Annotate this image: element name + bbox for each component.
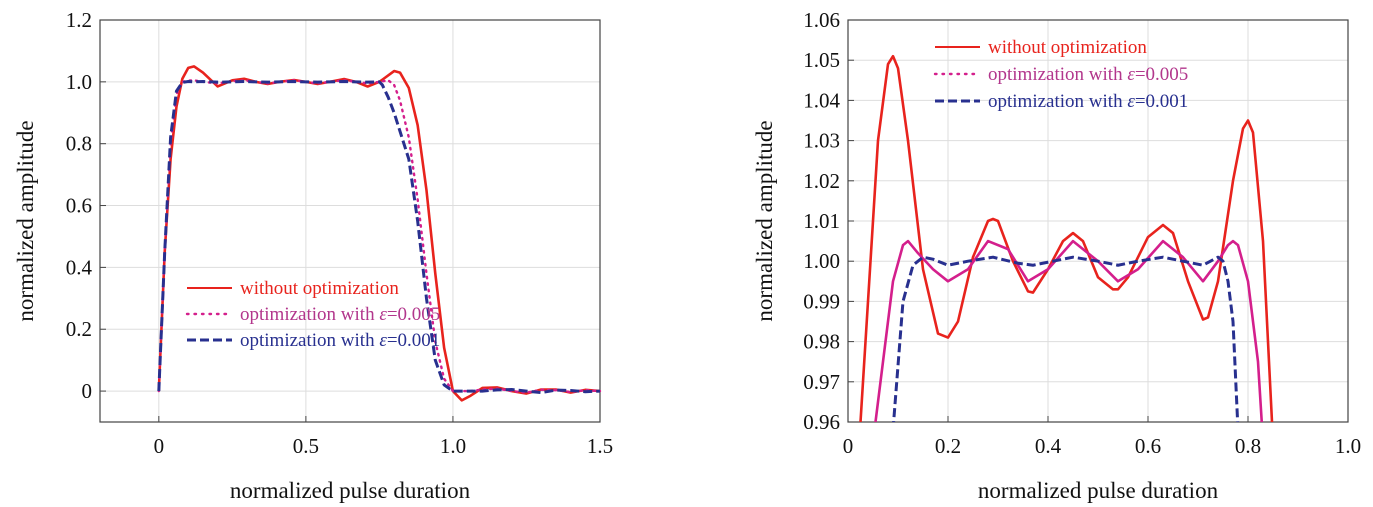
l-y-tick-label: 1.2 bbox=[66, 8, 92, 32]
r-y-tick-label: 1.03 bbox=[803, 129, 840, 153]
l-y-tick-label: 0.6 bbox=[66, 194, 92, 218]
l-y-tick-label: 0.2 bbox=[66, 317, 92, 341]
right-legend-label-without: without optimization bbox=[988, 37, 1147, 58]
left-plot-frame bbox=[99, 19, 601, 423]
l-y-tick-label: 0 bbox=[82, 379, 93, 403]
r-y-tick-label: 1.01 bbox=[803, 209, 840, 233]
left-legend-label-opt001: optimization with ε=0.001 bbox=[240, 330, 440, 351]
r-x-tick-label: 0.8 bbox=[1235, 434, 1261, 458]
l-y-tick-label: 0.4 bbox=[66, 255, 93, 279]
r-x-tick-label: 0.4 bbox=[1035, 434, 1062, 458]
right-legend-label-opt005: optimization with ε=0.005 bbox=[988, 64, 1188, 85]
r-x-tick-label: 1.0 bbox=[1335, 434, 1361, 458]
r-y-tick-label: 1.00 bbox=[803, 249, 840, 273]
r-y-tick-label: 0.98 bbox=[803, 330, 840, 354]
left-y-axis-label: normalized amplitude bbox=[13, 120, 38, 321]
l-x-tick-label: 1.5 bbox=[587, 434, 613, 458]
chart-left: 0 0.5 1.0 1.5 0 0.2 0.4 0.6 0.8 1.0 1.2 normalize… bbox=[13, 8, 613, 503]
r-x-tick-label: 0.6 bbox=[1135, 434, 1161, 458]
l-x-tick-label: 1.0 bbox=[440, 434, 466, 458]
chart-right: 0 0.2 0.4 0.6 0.8 1.0 0.96 0.97 0.98 0.99 1.00 1.0… bbox=[752, 8, 1361, 503]
r-y-tick-label: 1.05 bbox=[803, 48, 840, 72]
left-legend-label-without: without optimization bbox=[240, 278, 399, 299]
right-legend: without optimization optimization with ε… bbox=[933, 37, 1188, 112]
right-x-ticks: 0 0.2 0.4 0.6 0.8 1.0 bbox=[843, 416, 1361, 458]
l-y-tick-label: 1.0 bbox=[66, 70, 92, 94]
r-y-tick-label: 0.97 bbox=[803, 370, 840, 394]
left-series bbox=[157, 65, 602, 402]
right-series bbox=[859, 54, 1274, 422]
r-y-tick-label: 1.04 bbox=[803, 88, 840, 112]
r-y-tick-label: 0.99 bbox=[803, 289, 840, 313]
r-y-tick-label: 1.02 bbox=[803, 169, 840, 193]
left-legend-label-opt005: optimization with ε=0.005 bbox=[240, 304, 440, 325]
r-x-tick-label: 0 bbox=[843, 434, 854, 458]
left-y-ticks: 0 0.2 0.4 0.6 0.8 1.0 1.2 bbox=[66, 8, 106, 403]
left-legend: without optimization optimization with ε… bbox=[185, 278, 440, 351]
left-x-ticks: 0 0.5 1.0 1.5 bbox=[154, 416, 613, 458]
right-x-axis-label: normalized pulse duration bbox=[978, 478, 1219, 503]
r-series-line-1 bbox=[859, 54, 1274, 422]
r-y-tick-label: 1.06 bbox=[803, 8, 840, 32]
l-y-tick-label: 0.8 bbox=[66, 132, 92, 156]
l-x-tick-label: 0 bbox=[154, 434, 165, 458]
l-series-line-3 bbox=[157, 80, 601, 395]
l-series-line-1 bbox=[157, 65, 601, 402]
r-series-line-3 bbox=[892, 255, 1240, 422]
left-x-axis-label: normalized pulse duration bbox=[230, 478, 471, 503]
r-x-tick-label: 0.2 bbox=[935, 434, 961, 458]
r-series-line-2 bbox=[874, 239, 1264, 422]
right-y-axis-label: normalized amplitude bbox=[752, 120, 777, 321]
right-y-ticks: 0.96 0.97 0.98 0.99 1.00 1.01 1.02 1.03 1.04 1.05… bbox=[803, 8, 854, 434]
r-y-tick-label: 0.96 bbox=[803, 410, 840, 434]
right-legend-label-opt001: optimization with ε=0.001 bbox=[988, 91, 1188, 112]
l-x-tick-label: 0.5 bbox=[293, 434, 319, 458]
